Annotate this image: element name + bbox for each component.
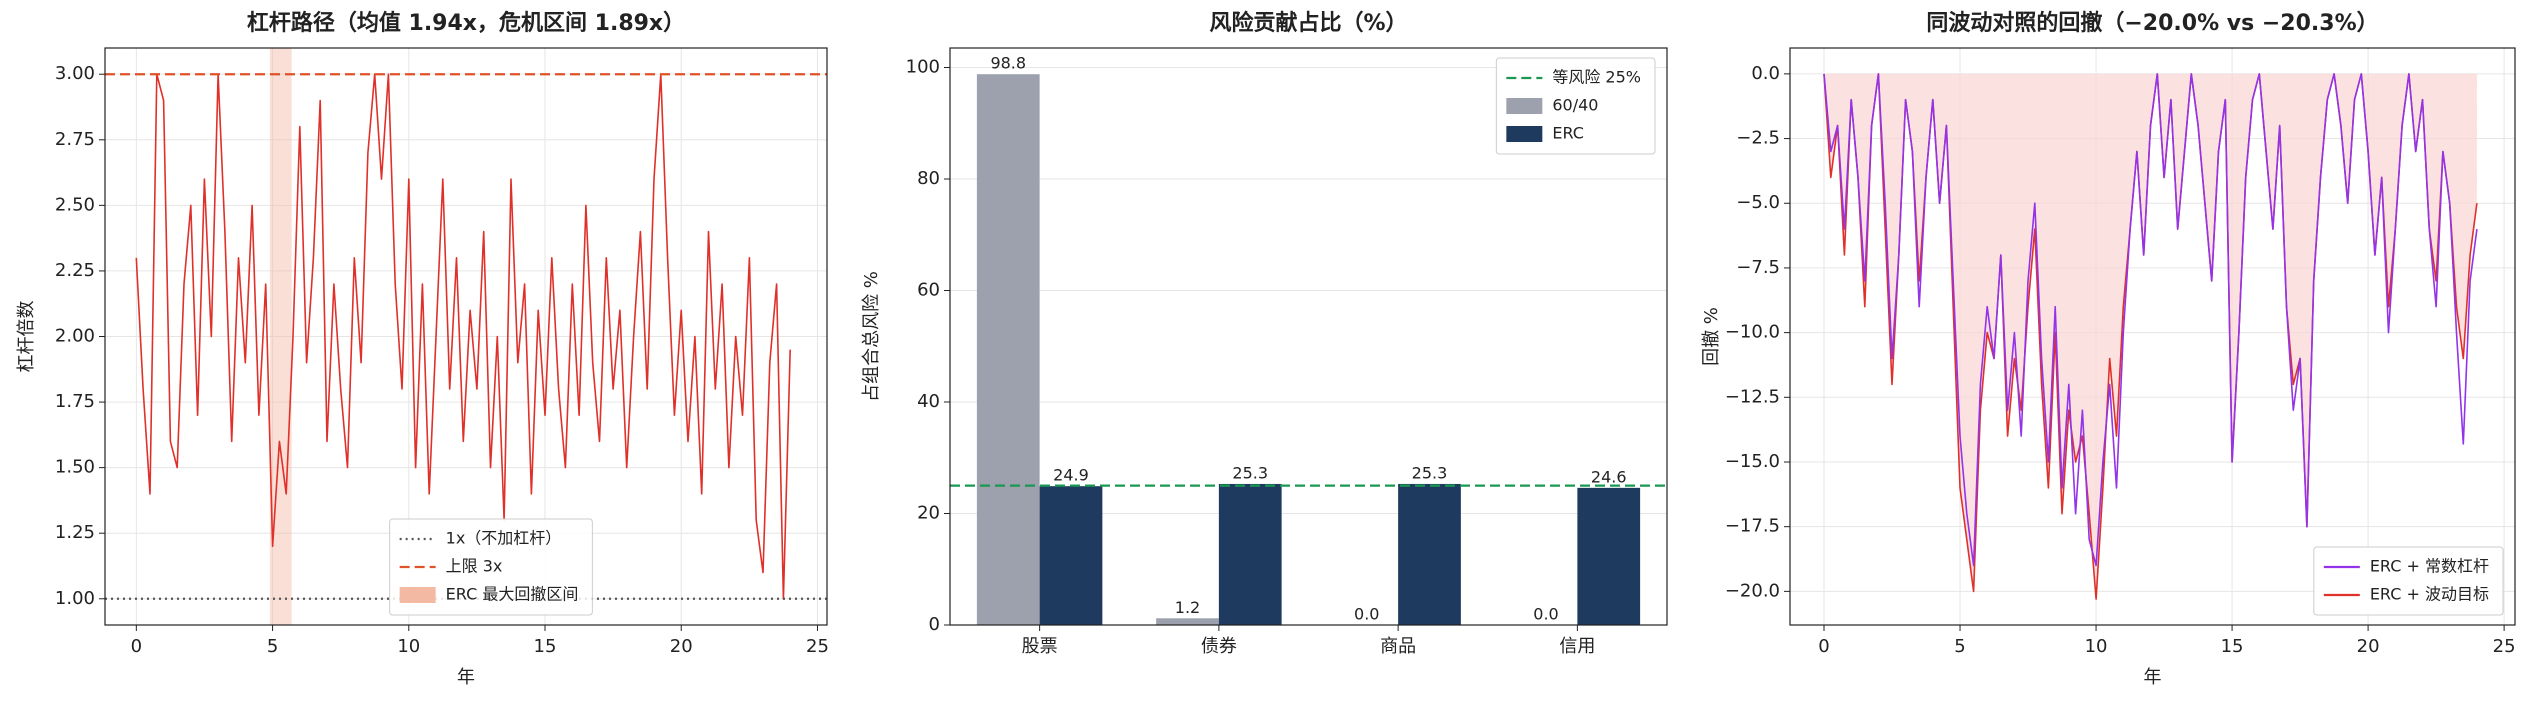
x-tick-label: 股票 [1022,636,1058,657]
x-tick-label: 20 [670,636,693,657]
y-tick-label: 1.00 [55,588,95,609]
y-tick-label: 20 [917,503,940,524]
legend-label: 1x（不加杠杆） [446,529,562,548]
legend: ERC + 常数杠杆 ERC + 波动目标 [2313,546,2504,616]
y-tick-label: −5.0 [1736,192,1780,213]
bar [1039,486,1103,625]
x-tick-label: 10 [397,636,420,657]
x-axis-label: 年 [457,667,475,688]
legend-label: ERC + 常数杠杆 [2370,557,2489,576]
legend-box [2313,546,2504,616]
y-tick-label: −12.5 [1725,386,1780,407]
panel: 同波动对照的回撤（−20.0% vs −20.3%） 回撤 % 年 0.0 −2.5 −5… [1701,10,2516,688]
x-tick-label: 15 [2221,636,2244,657]
bar-value-label: 0.0 [1533,605,1558,624]
bar-value-label: 1.2 [1175,598,1200,617]
bar-value-label: 25.3 [1412,463,1448,482]
y-tick-label: 0 [929,614,940,635]
y-tick-label: 3.00 [55,63,95,84]
y-tick-label: 0.0 [1751,63,1780,84]
legend-swatch [1506,126,1543,142]
y-tick-label: 1.25 [55,522,95,543]
x-tick-label: 10 [2085,636,2108,657]
x-tick-label: 25 [2493,636,2516,657]
legend-label: 60/40 [1552,96,1598,115]
x-tick-label: 5 [267,636,278,657]
legend: 1x（不加杠杆） 上限 3x ERC 最大回撤区间 [389,518,593,616]
y-tick-label: 2.75 [55,129,95,150]
x-tick-label: 25 [806,636,829,657]
bar [1218,483,1282,625]
x-tick-label: 0 [1818,636,1829,657]
y-tick-label: −15.0 [1725,451,1780,472]
legend-box [389,518,593,616]
y-tick-label: 2.25 [55,260,95,281]
bar-value-label: 98.8 [990,54,1026,73]
bar-value-label: 24.6 [1591,467,1627,486]
y-tick-label: 100 [906,57,940,78]
y-axis-label: 回撤 % [1701,307,1722,366]
x-axis-label: 年 [2144,667,2162,688]
legend-label: ERC 最大回撤区间 [446,585,579,604]
y-tick-label: −20.0 [1725,580,1780,601]
y-tick-label: 40 [917,391,940,412]
y-tick-label: 1.50 [55,457,95,478]
y-tick-label: −10.0 [1725,322,1780,343]
x-tick-label: 0 [131,636,142,657]
y-tick-label: 2.00 [55,326,95,347]
area-fill [1824,73,2477,600]
legend-swatch [1506,98,1543,114]
chart-title: 同波动对照的回撤（−20.0% vs −20.3%） [1926,10,2378,36]
bar-value-label: 25.3 [1232,463,1268,482]
panel: 风险贡献占比（%） 占组合总风险 % 0 20 40 60 80 100 股票 债券 商品 信用 98.… [861,10,1668,657]
legend-swatch [399,587,436,603]
y-tick-label: −7.5 [1736,257,1780,278]
plot-frame [1789,47,2516,626]
x-tick-label: 5 [1954,636,1965,657]
legend-label: 等风险 25% [1552,68,1641,87]
x-tick-label: 债券 [1201,636,1237,657]
legend-label: ERC + 波动目标 [2370,585,2489,604]
x-tick-label: 15 [534,636,557,657]
x-tick-label: 20 [2357,636,2380,657]
y-tick-label: 60 [917,280,940,301]
bar [1577,487,1641,625]
x-tick-label: 信用 [1559,636,1595,657]
line [1823,73,2478,567]
bar [976,74,1040,626]
legend: 等风险 25% 60/40 ERC [1495,57,1656,155]
chart-title: 杠杆路径（均值 1.94x，危机区间 1.89x） [247,10,685,36]
y-tick-label: −2.5 [1736,128,1780,149]
bar-value-label: 24.9 [1053,466,1089,485]
line [135,73,791,600]
y-tick-label: 1.75 [55,391,95,412]
legend-label: ERC [1552,124,1584,143]
bar [1398,483,1461,625]
y-axis-label: 杠杆倍数 [16,301,37,373]
y-tick-label: 80 [917,168,940,189]
bar [1156,618,1219,625]
chart-title: 风险贡献占比（%） [1209,10,1407,36]
y-tick-label: 2.50 [55,194,95,215]
plot-frame [104,47,828,626]
bar-value-label: 0.0 [1354,605,1379,624]
x-tick-label: 商品 [1380,636,1416,657]
plot-frame [949,47,1668,626]
y-tick-label: −17.5 [1725,516,1780,537]
y-axis-label: 占组合总风险 % [861,271,882,402]
legend-label: 上限 3x [446,557,503,576]
